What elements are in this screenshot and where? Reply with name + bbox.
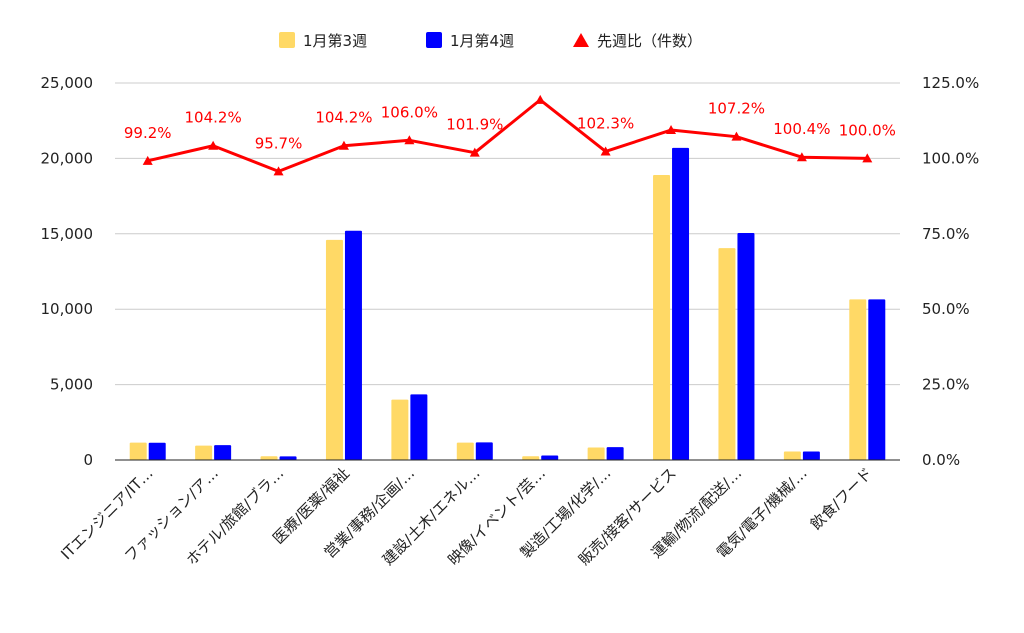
ratio-data-label: 101.9% [446,116,503,134]
bar-series [129,147,886,460]
ratio-marker [208,140,219,150]
legend: 1月第3週 1月第4週 先週比（件数） [279,32,702,50]
legend-label-week4: 1月第4週 [450,32,514,50]
ratio-marker [731,131,742,141]
ratio-data-label: 102.3% [577,114,634,132]
bar-week3 [587,447,605,460]
bar-week3 [522,456,540,460]
legend-label-week3: 1月第3週 [303,32,367,50]
ratio-marker [535,94,546,104]
bar-week4 [606,447,624,460]
bar-week4 [475,442,493,460]
bar-week3 [653,174,671,460]
right-tick-label: 50.0% [922,300,970,318]
left-tick-label: 20,000 [41,149,94,167]
legend-swatch-week3 [279,32,295,48]
left-tick-label: 25,000 [41,74,94,92]
category-label: 飲食/フード [807,464,876,533]
bar-week3 [456,442,474,460]
bar-week4 [802,451,820,460]
ratio-marker [600,146,611,156]
left-tick-label: 0 [83,451,93,469]
ratio-marker [142,155,153,165]
ratio-data-label: 106.0% [381,103,438,121]
ratio-data-label: 100.4% [773,120,830,138]
bar-week3 [195,445,213,460]
left-tick-label: 15,000 [41,225,94,243]
legend-triangle-marker [573,33,589,47]
bar-week3 [718,248,736,460]
right-tick-label: 75.0% [922,225,970,243]
ratio-marker [796,152,807,162]
ratio-data-label: 100.0% [839,121,896,139]
left-axis-ticks: 0 5,000 10,000 15,000 20,000 25,000 [41,74,94,469]
ratio-data-label: 104.2% [185,109,242,127]
bar-week3 [783,451,801,460]
right-tick-label: 125.0% [922,74,979,92]
bar-week4 [148,442,166,460]
bar-week3 [325,239,343,460]
ratio-data-label: 107.2% [708,100,765,118]
bar-week4 [344,230,362,460]
ratio-data-label: 104.2% [315,109,372,127]
ratio-marker [404,135,415,145]
ratio-marker [338,140,349,150]
ratio-marker [469,147,480,157]
right-tick-label: 100.0% [922,149,979,167]
left-tick-label: 10,000 [41,300,94,318]
bar-week4 [541,455,559,460]
right-tick-label: 25.0% [922,376,970,394]
bar-week4 [410,394,428,460]
right-axis-ticks: 0.0% 25.0% 50.0% 75.0% 100.0% 125.0% [922,74,979,469]
bar-week4 [279,456,297,460]
bar-week3 [849,299,867,460]
ratio-marker [862,153,873,163]
bar-week3 [260,456,278,460]
ratio-line [147,98,868,173]
bar-week4 [868,299,886,460]
bar-week3 [129,442,147,460]
bar-week4 [672,147,690,460]
right-tick-label: 0.0% [922,451,960,469]
ratio-data-label: 99.2% [124,124,172,142]
legend-label-ratio: 先週比（件数） [597,32,702,50]
category-labels: ITエンジニア/IT…ファッション/ア…ホテル/旅館/ブラ…医療/医薬/福祉営業… [57,464,876,569]
bar-week4 [737,233,755,460]
ratio-marker [666,125,677,135]
legend-swatch-week4 [426,32,442,48]
bar-week3 [391,399,409,460]
bar-week4 [214,445,232,460]
ratio-line-series: 99.2% 104.2% 95.7% 104.2% 106.0% 101.9% 102.3%… [124,94,896,176]
ratio-data-label: 95.7% [255,134,303,152]
left-tick-label: 5,000 [50,376,93,394]
ratio-marker [273,166,284,176]
